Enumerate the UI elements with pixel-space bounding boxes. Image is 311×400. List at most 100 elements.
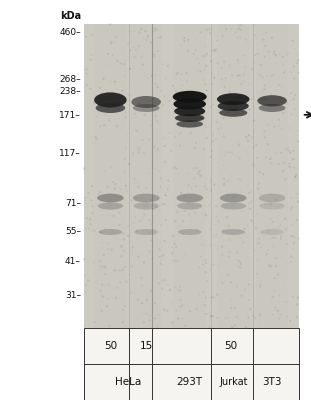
Point (172, 257, 177, 264)
Point (221, 182, 226, 188)
Point (284, 299, 289, 305)
Point (156, 168, 161, 174)
Point (149, 72, 154, 79)
Point (136, 144, 141, 150)
Point (94, 92, 99, 98)
Point (252, 162, 257, 169)
Point (98, 84, 103, 91)
Point (193, 47, 198, 54)
Point (117, 209, 122, 216)
Point (209, 30, 214, 36)
Text: 50: 50 (104, 341, 117, 351)
Point (285, 51, 290, 57)
Point (198, 272, 203, 278)
Ellipse shape (94, 92, 127, 108)
Point (210, 102, 215, 108)
Point (121, 230, 126, 237)
Point (253, 225, 258, 232)
Point (96, 190, 101, 197)
Point (236, 59, 241, 66)
Point (180, 316, 185, 322)
Point (214, 37, 219, 44)
Point (117, 222, 122, 228)
Point (246, 114, 251, 120)
Point (208, 313, 213, 319)
Point (123, 109, 128, 116)
Point (225, 191, 230, 198)
Point (142, 70, 146, 76)
Point (289, 254, 294, 260)
Point (238, 22, 243, 28)
Point (287, 125, 292, 131)
Point (291, 155, 296, 162)
Point (251, 144, 256, 150)
Point (194, 306, 199, 312)
Point (148, 108, 153, 114)
Point (281, 160, 286, 166)
Point (268, 216, 273, 222)
Point (227, 62, 232, 68)
Point (262, 134, 267, 141)
Point (243, 64, 248, 70)
Point (235, 153, 240, 160)
Point (178, 288, 183, 294)
Point (195, 56, 200, 62)
Point (235, 34, 240, 41)
Point (143, 310, 148, 317)
Point (163, 192, 168, 198)
Point (273, 234, 278, 241)
Point (158, 184, 163, 190)
Point (113, 81, 118, 87)
Point (238, 235, 243, 241)
Point (207, 242, 212, 248)
Point (112, 186, 117, 192)
Point (106, 240, 111, 246)
Point (171, 248, 176, 255)
Point (143, 198, 148, 204)
Point (155, 84, 160, 90)
Point (98, 258, 103, 265)
Point (203, 104, 208, 111)
Point (178, 283, 183, 290)
Ellipse shape (131, 96, 161, 108)
Point (230, 324, 235, 330)
Point (205, 310, 210, 317)
Point (295, 198, 300, 205)
Point (129, 38, 134, 45)
Point (282, 279, 287, 285)
Point (237, 101, 242, 107)
Text: 41–: 41– (65, 258, 81, 266)
Point (281, 168, 285, 174)
Point (153, 300, 158, 306)
Point (126, 232, 131, 239)
Point (91, 259, 96, 266)
Point (268, 201, 273, 208)
Point (167, 130, 172, 136)
Point (127, 29, 132, 35)
Point (105, 51, 110, 57)
Point (164, 97, 169, 104)
Point (162, 238, 167, 244)
Point (86, 219, 91, 225)
Point (119, 243, 124, 249)
Point (112, 79, 117, 85)
Point (215, 60, 220, 66)
Point (144, 185, 149, 191)
Point (193, 140, 198, 146)
Point (177, 142, 182, 149)
Point (203, 183, 208, 189)
Point (157, 194, 162, 201)
Point (167, 288, 172, 294)
Point (290, 156, 295, 162)
Point (235, 72, 240, 79)
Point (136, 253, 141, 260)
Point (235, 176, 240, 182)
Point (238, 176, 243, 182)
Point (102, 271, 107, 277)
Point (215, 291, 220, 298)
Point (182, 35, 187, 41)
Point (175, 209, 180, 215)
Point (98, 96, 103, 102)
Point (145, 297, 150, 303)
Point (133, 56, 138, 62)
